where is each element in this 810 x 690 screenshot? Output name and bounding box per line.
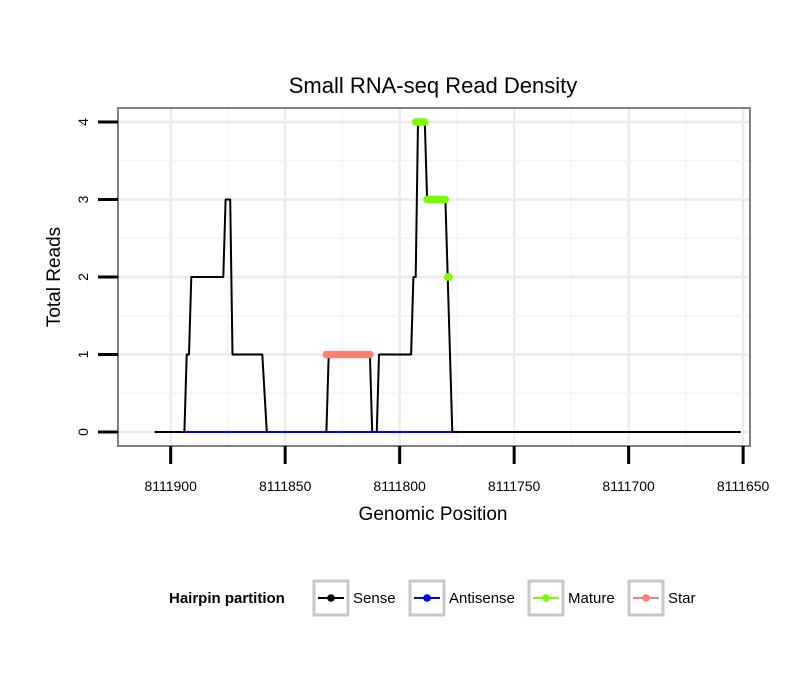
series-mature-point xyxy=(441,195,450,204)
legend-key-point xyxy=(642,594,650,602)
legend-item-antisense: Antisense xyxy=(408,579,515,617)
chart-title: Small RNA-seq Read Density xyxy=(289,73,578,98)
legend-label: Antisense xyxy=(449,590,515,607)
legend-key-point xyxy=(423,594,431,602)
x-axis: 8111900 8111850 8111800 8111750 8111700 81116… xyxy=(144,446,770,494)
y-tick-label: 1 xyxy=(75,350,91,358)
y-tick-label: 3 xyxy=(75,195,91,203)
legend-item-sense: Sense xyxy=(312,579,396,617)
x-tick-label: 8111800 xyxy=(373,478,426,494)
y-tick-label: 4 xyxy=(75,118,91,126)
legend-label: Sense xyxy=(353,590,396,607)
x-tick-label: 8111700 xyxy=(602,478,655,494)
y-tick-label: 0 xyxy=(75,428,91,436)
y-axis-title: Total Reads xyxy=(44,227,65,327)
series-mature-point xyxy=(445,273,453,281)
y-axis: 0 1 2 3 4 xyxy=(75,118,118,436)
x-tick-label: 8111650 xyxy=(717,478,770,494)
series-mature-point xyxy=(421,118,429,126)
x-tick-label: 8111900 xyxy=(144,478,197,494)
grid-lines xyxy=(118,108,750,446)
legend-key-point xyxy=(327,594,335,602)
legend-label: Star xyxy=(668,590,696,607)
legend-item-star: Star xyxy=(627,579,696,617)
series-star-point xyxy=(366,350,374,359)
x-tick-label: 8111850 xyxy=(259,478,312,494)
legend-item-mature: Mature xyxy=(527,579,615,617)
y-tick-label: 2 xyxy=(75,273,91,281)
x-axis-title: Genomic Position xyxy=(359,504,508,525)
x-tick-label: 8111750 xyxy=(488,478,541,494)
legend-title: Hairpin partition xyxy=(169,590,285,607)
legend-label: Mature xyxy=(568,590,615,607)
legend: Hairpin partition Sense Antisense Mature St… xyxy=(169,579,696,617)
series-layer xyxy=(154,118,741,433)
legend-key-point xyxy=(542,594,550,602)
